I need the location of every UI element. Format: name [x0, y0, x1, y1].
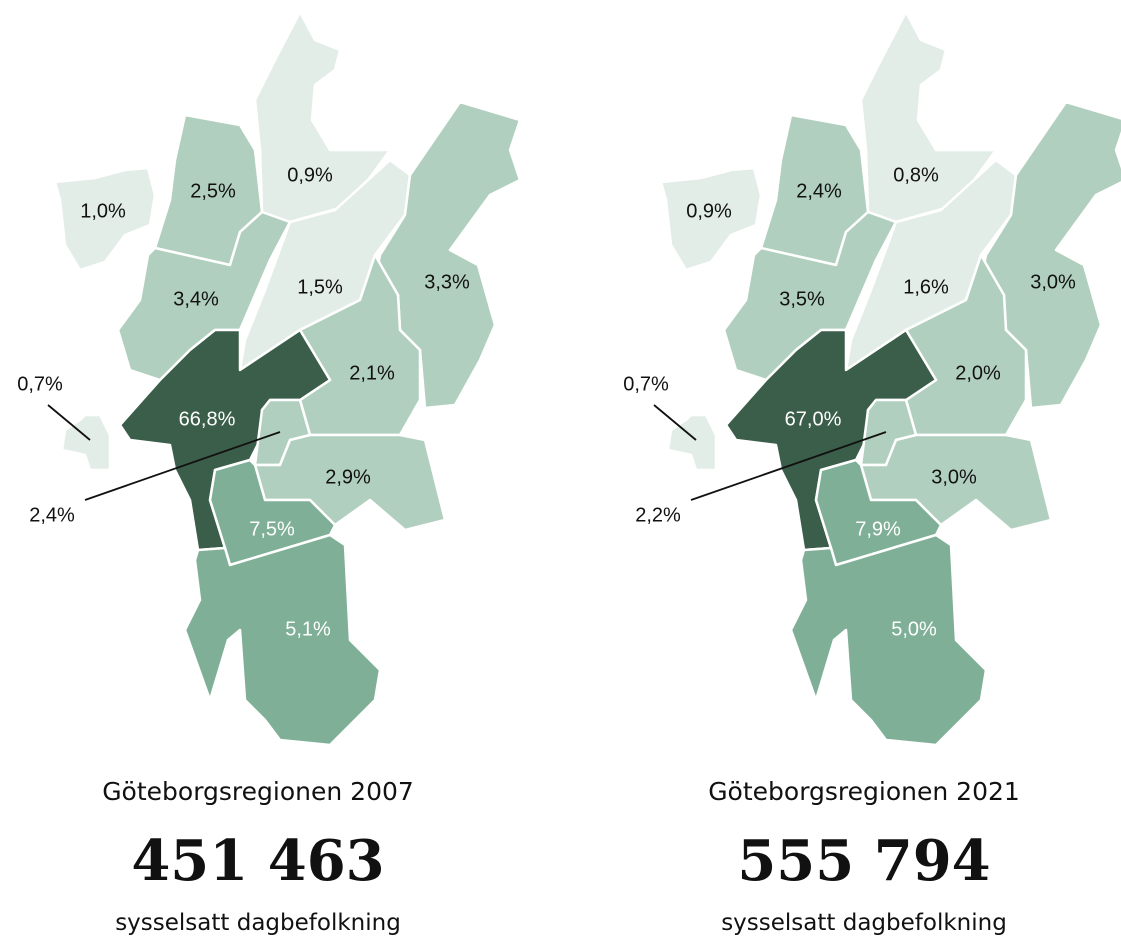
region-label: 67,0%	[785, 408, 842, 430]
region-label: 2,4%	[29, 504, 75, 526]
map-2021	[652, 10, 1121, 747]
region-label: 0,7%	[623, 373, 669, 395]
region-label: 0,9%	[686, 200, 732, 222]
map-caption: sysselsatt dagbefolkning	[115, 910, 401, 936]
region-label: 1,0%	[80, 200, 126, 222]
region-label: 5,1%	[285, 618, 331, 640]
region-label: 2,4%	[796, 180, 842, 202]
region-label: 2,5%	[190, 180, 236, 202]
region-label: 7,9%	[855, 518, 901, 540]
region-label: 7,5%	[249, 518, 295, 540]
region-label: 5,0%	[891, 618, 937, 640]
region-label: 1,6%	[903, 276, 949, 298]
region-label: 3,5%	[779, 288, 825, 310]
map-title: Göteborgsregionen 2021	[708, 777, 1020, 806]
map-caption: sysselsatt dagbefolkning	[721, 910, 1007, 936]
region-label: 2,9%	[325, 466, 371, 488]
map-2007	[46, 10, 522, 747]
region-label: 2,0%	[955, 362, 1001, 384]
region-label: 66,8%	[179, 408, 236, 430]
map-total: 555 794	[737, 828, 990, 894]
region-label: 1,5%	[297, 276, 343, 298]
region-label: 2,1%	[349, 362, 395, 384]
map-title: Göteborgsregionen 2007	[102, 777, 414, 806]
region-label: 3,3%	[424, 271, 470, 293]
region-label: 0,7%	[17, 373, 63, 395]
region-label: 2,2%	[635, 504, 681, 526]
map-total: 451 463	[131, 828, 384, 894]
region-label: 3,4%	[173, 288, 219, 310]
region-label: 0,9%	[287, 164, 333, 186]
region-label: 3,0%	[1030, 271, 1076, 293]
region-label: 0,8%	[893, 164, 939, 186]
region-label: 3,0%	[931, 466, 977, 488]
